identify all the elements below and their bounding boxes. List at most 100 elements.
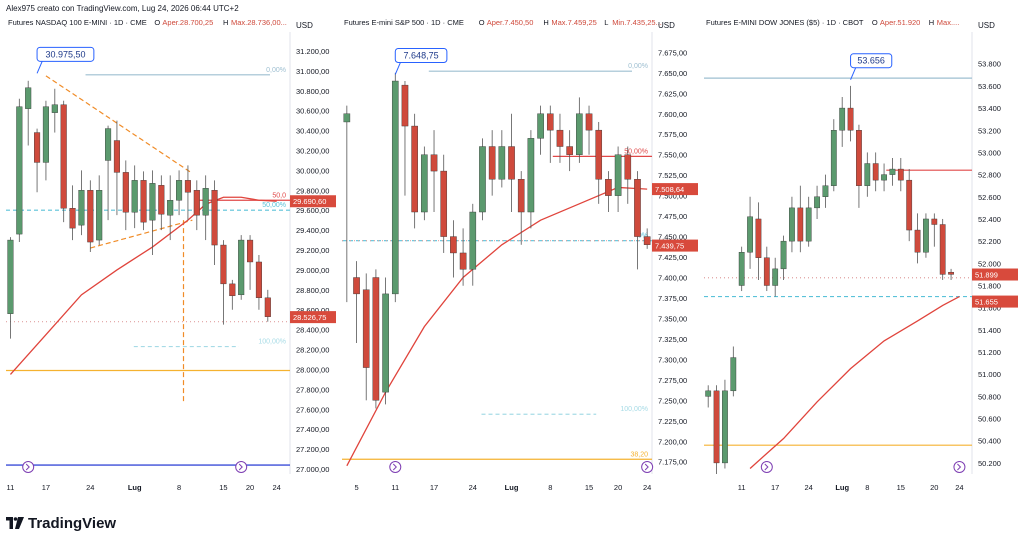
- tradingview-logo-icon: [6, 517, 24, 529]
- chart0-candle-body: [69, 208, 76, 229]
- chart2-candle-body: [923, 218, 929, 253]
- chart2-candle: [722, 379, 728, 469]
- chart2-x-tick-label: 8: [865, 483, 869, 492]
- chart0-price-tag-box: [290, 195, 336, 208]
- chart2-candle-body: [789, 207, 795, 242]
- chart0-candle: [193, 180, 200, 231]
- chart1-candle: [343, 105, 351, 303]
- chart2-candle-body: [914, 229, 921, 253]
- chart0-x-tick-label: 8: [177, 483, 181, 492]
- chart0-y-tick-label: 27.800,00: [296, 385, 329, 394]
- chart2-candle: [931, 213, 938, 247]
- chart2-y-tick-label: 52.400: [978, 215, 1001, 224]
- chart1-ref-label: 0,00%: [628, 63, 648, 70]
- chart-panel-nasdaq[interactable]: Futures NASDAQ 100 E-MINI · 1D · CME O Ape…: [6, 14, 338, 498]
- chart1-o-value: Aper.7.450,50: [487, 18, 534, 27]
- chart1-candle: [614, 146, 622, 213]
- chart1-y-tick-label: 7.175,00: [658, 458, 687, 467]
- chart1-candle-body: [576, 113, 583, 155]
- chart1-price-tag: 7.439,75: [655, 242, 684, 251]
- chart0-y-tick-label: 29.200,00: [296, 246, 329, 255]
- chart1-y-tick-label: 7.500,00: [658, 192, 687, 201]
- chart0-y-tick-label: 29.600,00: [296, 206, 329, 215]
- chart1-l-label: L: [604, 18, 608, 27]
- chart0-x-tick-label: 15: [219, 483, 227, 492]
- chart2-candle: [747, 196, 753, 269]
- chart0-trend-line: [90, 219, 193, 249]
- chart2-candle-body: [797, 207, 804, 242]
- chart1-y-tick-label: 7.225,00: [658, 417, 687, 426]
- chart0-candle: [176, 170, 183, 216]
- chart1-candle: [537, 105, 544, 155]
- chart0-candle: [184, 165, 191, 221]
- chart1-o-label: O: [479, 18, 485, 27]
- chart0-peak-label-box: [36, 46, 95, 62]
- chart-svg-nasdaq[interactable]: Futures NASDAQ 100 E-MINI · 1D · CME O Ape…: [6, 14, 338, 498]
- chart2-y-tick-label: 50.200: [978, 459, 1001, 468]
- chart2-candle: [797, 185, 804, 253]
- chart2-candle-body: [931, 218, 938, 225]
- chart1-candle-body: [479, 146, 486, 213]
- chart0-ref-label: 0,00%: [266, 67, 286, 74]
- chart2-candle-body: [755, 218, 762, 258]
- chart0-candle-body: [202, 188, 209, 216]
- chart2-candle: [889, 157, 896, 186]
- chart2-candle: [814, 185, 820, 219]
- chart2-y-tick-label: 51.400: [978, 326, 1001, 335]
- chart1-candle: [488, 130, 496, 196]
- chart2-x-tick-label: 11: [738, 483, 746, 492]
- chart1-y-tick-label: 7.550,00: [658, 151, 687, 160]
- chart0-candle-body: [87, 190, 94, 243]
- chart1-x-tick-label: 5: [354, 483, 358, 492]
- chart2-y-tick-label: 53.400: [978, 104, 1001, 113]
- chart-svg-sp500[interactable]: Futures E-mini S&P 500 · 1D · CME O Aper.7…: [342, 14, 700, 498]
- chart2-candle-body: [889, 168, 896, 175]
- chart2-event-marker-icon: [953, 461, 966, 473]
- chart2-candle: [881, 163, 887, 192]
- chart-panel-sp500[interactable]: Futures E-mini S&P 500 · 1D · CME O Aper.7…: [342, 14, 700, 498]
- chart2-h-label: H: [929, 18, 934, 27]
- chart2-candle-body: [906, 179, 913, 231]
- chart2-candle-body: [772, 268, 779, 286]
- chart0-candle-body: [131, 180, 138, 213]
- chart0-candle-body: [105, 128, 112, 161]
- chart2-candle: [789, 196, 795, 253]
- chart0-candle-body: [238, 239, 245, 296]
- chart1-candle-body: [430, 154, 438, 172]
- chart0-y-tick-label: 27.400,00: [296, 425, 329, 434]
- chart1-y-tick-label: 7.275,00: [658, 376, 687, 385]
- chart-panel-dow[interactable]: Futures E-MINI DOW JONES ($5) · 1D · CBO…: [704, 14, 1020, 498]
- chart1-y-tick-label: 7.200,00: [658, 437, 687, 446]
- chart2-candle-body: [722, 390, 728, 464]
- chart1-y-tick-label: 7.425,00: [658, 253, 687, 262]
- chart2-o-value: Aper.51.920: [880, 18, 920, 27]
- chart1-candle-body: [469, 211, 477, 270]
- chart2-price-tag: 51.655: [975, 298, 998, 307]
- chart1-y-tick-label: 7.675,00: [658, 48, 687, 57]
- chart2-price-tag-box: [972, 295, 1018, 308]
- chart1-candle-body: [401, 84, 409, 127]
- chart2-candle-body: [830, 130, 837, 186]
- chart1-x-tick-label: 24: [469, 483, 477, 492]
- chart2-o-label: O: [872, 18, 878, 27]
- chart1-candle-body: [353, 277, 360, 295]
- chart2-moving-average-line: [749, 296, 960, 469]
- chart1-candle-body: [459, 252, 467, 270]
- chart1-y-tick-label: 7.250,00: [658, 396, 687, 405]
- chart2-candle-body: [730, 357, 737, 392]
- chart2-candle-body: [897, 168, 904, 181]
- chart-svg-dow[interactable]: Futures E-MINI DOW JONES ($5) · 1D · CBO…: [704, 14, 1020, 498]
- chart0-candle-body: [247, 239, 254, 263]
- chart1-candle-body: [643, 236, 651, 245]
- chart1-candle: [527, 130, 535, 229]
- chart1-candle: [401, 81, 409, 196]
- chart0-candle-body: [149, 183, 156, 221]
- chart0-o-label: O: [154, 18, 160, 27]
- chart0-candle-body: [51, 104, 58, 113]
- chart1-l-value: Min.7.435,25...: [612, 18, 662, 27]
- chart2-price-tag-box: [972, 268, 1018, 281]
- chart0-candle: [122, 160, 129, 231]
- chart1-y-tick-label: 7.600,00: [658, 110, 687, 119]
- chart2-candle: [763, 246, 770, 292]
- chart2-candle-body: [856, 130, 862, 186]
